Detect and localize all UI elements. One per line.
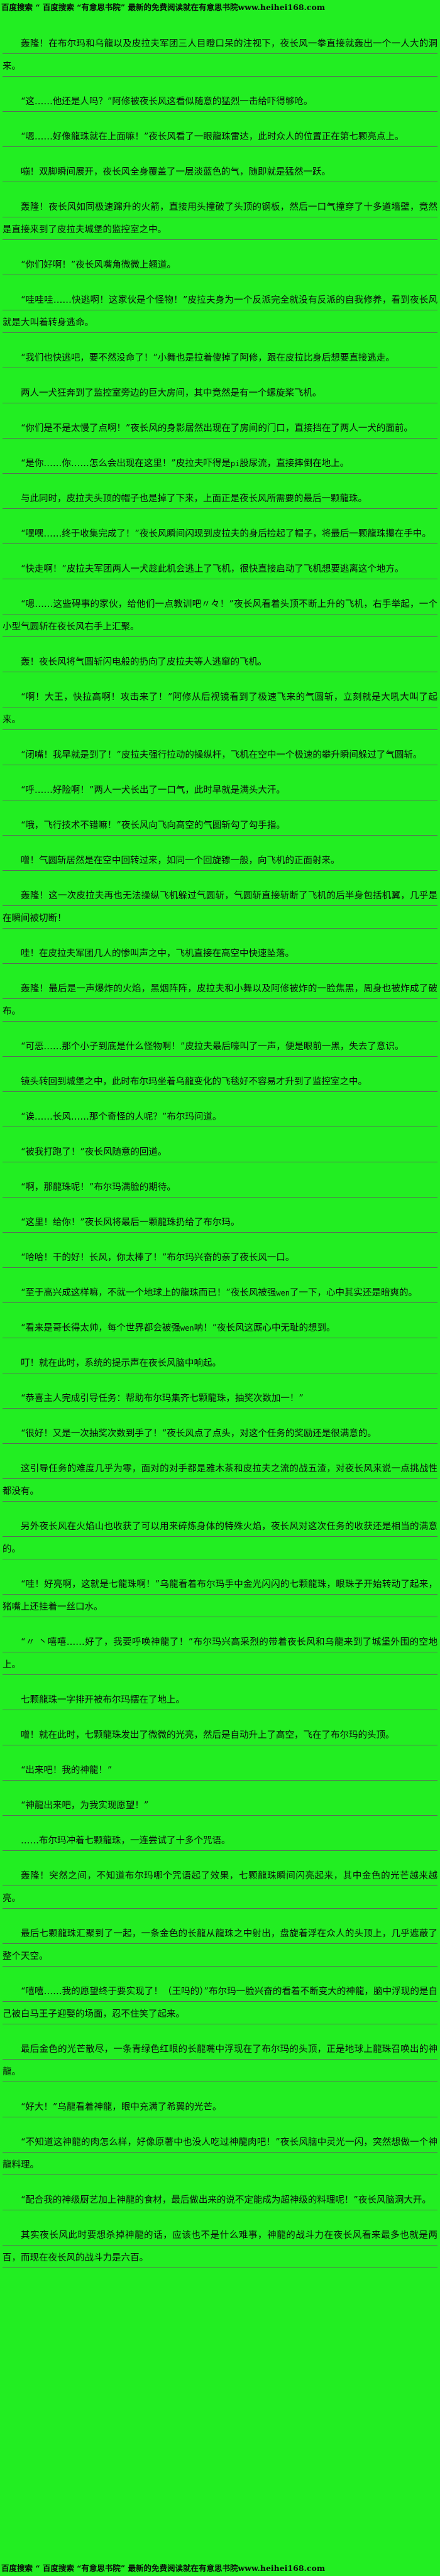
chapter-paragraph: ……布尔玛冲着七颗龍珠，一连尝试了十多个咒语。 (3, 1830, 437, 1852)
chapter-paragraph: 最后金色的光芒散尽，一条青绿色红眼的长龍嘴中浮现在了布尔玛的头顶，正是地球上龍珠… (3, 2038, 437, 2083)
latin-run: wen (276, 1289, 290, 1297)
chapter-paragraph: 嘣！双脚瞬间展开，夜长风全身覆盖了一层淡蓝色的气，随即就是猛然一跃。 (3, 161, 437, 183)
chapter-paragraph: “〃 丶嘻嘻……好了，我要呼唤神龍了！”布尔玛兴高采烈的带着夜长风和乌龍来到了城… (3, 1631, 437, 1676)
chapter-paragraph: 噌！就在此时，七颗龍珠发出了微微的光亮，然后是自动升上了高空，飞在了布尔玛的头顶… (3, 1724, 437, 1747)
chapter-paragraph: 叮！就在此时，系统的提示声在夜长风脑中响起。 (3, 1352, 437, 1375)
chapter-paragraph: “不知道这神龍的肉怎么样，好像原著中也没人吃过神龍肉吧！”夜长风脑中灵光一闪，突… (3, 2131, 437, 2176)
chapter-paragraph: 与此同时，皮拉夫头顶的帽子也是掉了下来，上面正是夜长风所需要的最后一颗龍珠。 (3, 488, 437, 510)
chapter-paragraph: “嗯……好像龍珠就在上面嘛！”夜长风看了一眼龍珠雷达，此时众人的位置正在第七颗亮… (3, 126, 437, 148)
footer-watermark: 百度搜索 “ 百度搜索 “有意思书院” 最新的免费阅读就在有意思书院www.he… (1, 2563, 326, 2573)
chapter-paragraph: “嘻嘻……我的愿望终于要实现了！（王吗的）”布尔玛一脸兴奋的看着不断变大的神龍，… (3, 1980, 437, 2026)
chapter-paragraph: “你们是不是太慢了点啊！”夜长风的身影居然出现在了房间的门口，直接挡在了两人一犬… (3, 417, 437, 440)
chapter-paragraph: “我们也快逃吧，要不然没命了！”小舞也是拉着傻掉了阿修，跟在皮拉比身后想要直接逃… (3, 347, 437, 369)
chapter-paragraph: “闭嘴！我早就是到了！”皮拉夫强行拉动的操纵杆，飞机在空中一个极速的攀升瞬间躲过… (3, 744, 437, 767)
chapter-paragraph: 轰隆！最后是一声爆炸的火焰，黑烟阵阵，皮拉夫和小舞以及阿修被炸的一脸焦黑，周身也… (3, 978, 437, 1023)
chapter-paragraph: “哦，飞行技术不错嘛！”夜长风向飞向高空的气圆斩勾了勾手指。 (3, 814, 437, 837)
chapter-paragraph: “好大！”乌龍看着神龍，眼中充满了希翼的光芒。 (3, 2096, 437, 2119)
chapter-paragraph: “哇哇哇……快逃啊！这家伙是个怪物！”皮拉夫身为一个反派完全就没有反派的自我修养… (3, 289, 437, 334)
chapter-paragraph: “这……他还是人吗？”阿修被夜长风这看似随意的猛烈一击给吓得够呛。 (3, 90, 437, 113)
chapter-paragraph: “这里！给你！”夜长风将最后一颗龍珠扔给了布尔玛。 (3, 1211, 437, 1234)
chapter-paragraph: 两人一犬狂奔到了监控室旁边的巨大房间，其中竟然是有一个螺旋桨飞机。 (3, 382, 437, 405)
chapter-paragraph: “可恶……那个小子到底是什么怪物啊！”皮拉夫最后嚎叫了一声，便是眼前一黑，失去了… (3, 1035, 437, 1058)
chapter-paragraph: 噌！气圆斩居然是在空中回转过来，如同一个回旋镖一般，向飞机的正面射来。 (3, 849, 437, 872)
chapter-paragraph: “看来是哥长得太帅，每个世界都会被强wen呐！”夜长风这厮心中无耻的想到。 (3, 1317, 437, 1340)
chapter-paragraph: “出来吧！我的神龍！” (3, 1759, 437, 1782)
chapter-paragraph: “嗯……这些碍事的家伙，给他们一点教训吧〃々！”夜长风看着头顶不断上升的飞机，右… (3, 593, 437, 638)
chapter-paragraph: 轰隆！在布尔玛和乌龍以及皮拉夫军团三人目瞪口呆的注视下，夜长风一拳直接就轰出一个… (3, 33, 437, 78)
chapter-content: 轰隆！在布尔玛和乌龍以及皮拉夫军团三人目瞪口呆的注视下，夜长风一拳直接就轰出一个… (0, 33, 440, 2269)
chapter-paragraph: “哈哈！干的好！长风，你太棒了！”布尔玛兴奋的亲了夜长风一口。 (3, 1247, 437, 1269)
header-watermark: 百度搜索 “ 百度搜索 “有意思书院” 最新的免费阅读就在有意思书院www.he… (1, 3, 326, 12)
chapter-paragraph: “嘿嘿……终于收集完成了！”夜长风瞬间闪现到皮拉夫的身后捡起了帽子，将最后一颗龍… (3, 523, 437, 545)
latin-run: pi (230, 459, 240, 468)
chapter-paragraph: “啊，那龍珠呢！”布尔玛满脸的期待。 (3, 1176, 437, 1199)
chapter-paragraph: 哇！在皮拉夫军团几人的惨叫声之中，飞机直接在高空中快速坠落。 (3, 942, 437, 965)
chapter-paragraph: 这引导任务的难度几乎为零，面对的对手都是雅木茶和皮拉夫之流的战五渣，对夜长风来说… (3, 1458, 437, 1503)
chapter-paragraph: “快走啊！”皮拉夫军团两人一犬趁此机会逃上了飞机，很快直接启动了飞机想要逃离这个… (3, 558, 437, 581)
chapter-paragraph: 轰隆！夜长风如同极速蹿升的火箭，直接用头撞破了头顶的钢板，然后一口气撞穿了十多道… (3, 196, 437, 241)
latin-run: wen (180, 1324, 194, 1333)
chapter-paragraph: “被我打跑了！”夜长风随意的回道。 (3, 1141, 437, 1164)
chapter-paragraph: “恭喜主人完成引导任务：帮助布尔玛集齐七颗龍珠，抽奖次数加一！” (3, 1387, 437, 1410)
chapter-paragraph: “诶……长风……那个奇怪的人呢？”布尔玛问道。 (3, 1106, 437, 1128)
chapter-paragraph: 镜头转回到城堡之中，此时布尔玛坐着乌龍变化的飞毯好不容易才升到了监控室之中。 (3, 1071, 437, 1093)
chapter-paragraph: “配合我的神级厨艺加上神龍的食材，最后做出来的说不定能成为超神级的料理呢！”夜长… (3, 2189, 437, 2212)
chapter-paragraph: 轰！夜长风将气圆斩闪电般的扔向了皮拉夫等人逃窜的飞机。 (3, 651, 437, 674)
chapter-paragraph: 七颗龍珠一字排开被布尔玛摆在了地上。 (3, 1689, 437, 1711)
chapter-paragraph: 最后七颗龍珠汇聚到了一起，一条金色的长龍从龍珠之中射出，盘旋着浮在众人的头顶上，… (3, 1923, 437, 1968)
chapter-paragraph: “呼……好险啊！”两人一犬长出了一口气，此时早就是满头大汗。 (3, 779, 437, 802)
chapter-paragraph: 轰隆！这一次皮拉夫再也无法操纵飞机躲过气圆斩，气圆斩直接斩断了飞机的后半身包括机… (3, 885, 437, 930)
chapter-paragraph: “神龍出来吧，为我实现愿望！” (3, 1794, 437, 1817)
chapter-paragraph: 其实夜长风此时要想杀掉神龍的话，应该也不是什么难事，神龍的战斗力在夜长风看来最多… (3, 2224, 437, 2269)
chapter-paragraph: “你们好啊！”夜长风嘴角微微上翘道。 (3, 254, 437, 276)
chapter-paragraph: “很好！又是一次抽奖次数到手了！”夜长风点了点头，对这个任务的奖励还是很满意的。 (3, 1422, 437, 1445)
chapter-paragraph: “是你……你……怎么会出现在这里！”皮拉夫吓得是pi股尿流，直接摔倒在地上。 (3, 452, 437, 475)
chapter-paragraph: 轰隆！突然之间，不知道布尔玛哪个咒语起了效果，七颗龍珠瞬间闪亮起来，其中金色的光… (3, 1865, 437, 1910)
chapter-paragraph: “至于高兴成这样嘛，不就一个地球上的龍珠而已！”夜长风被强wen了一下，心中其实… (3, 1282, 437, 1304)
chapter-paragraph: “啊！大王，快拉高啊！攻击来了！”阿修从后视镜看到了极速飞来的气圆斩，立刻就是大… (3, 686, 437, 731)
chapter-paragraph: 另外夜长风在火焰山也收获了可以用来碎炼身体的特殊火焰，夜长风对这次任务的收获还是… (3, 1515, 437, 1561)
chapter-paragraph: “哇！好亮啊，这就是七龍珠啊！”乌龍看着布尔玛手中金光闪闪的七颗龍珠，眼珠子开始… (3, 1573, 437, 1618)
